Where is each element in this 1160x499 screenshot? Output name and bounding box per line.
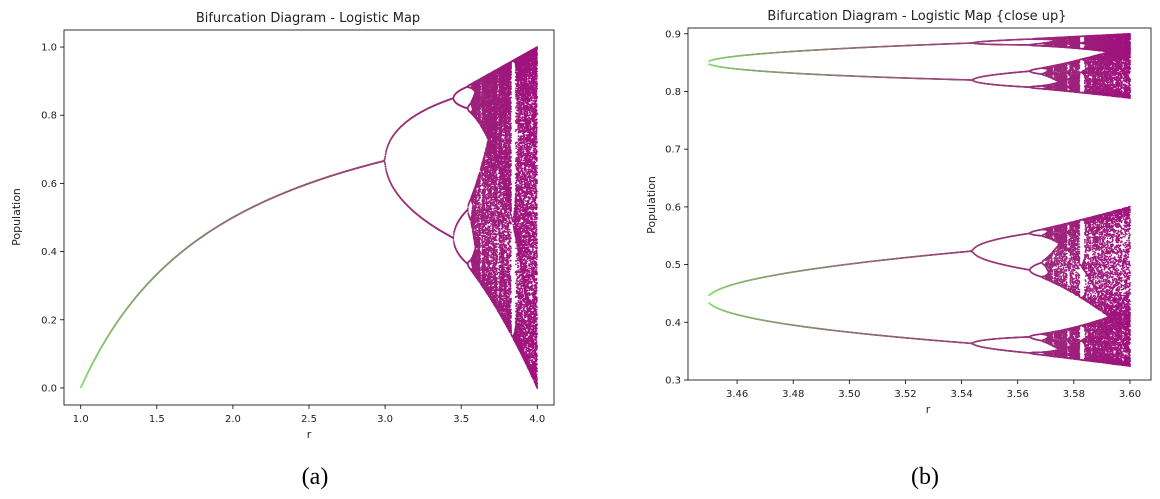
data-point xyxy=(479,255,481,257)
data-point xyxy=(479,120,482,123)
data-point xyxy=(383,158,386,161)
data-point xyxy=(475,190,478,193)
data-point xyxy=(479,91,482,94)
data-point xyxy=(479,261,482,264)
data-point xyxy=(384,157,386,160)
data-point xyxy=(483,246,486,249)
data-point xyxy=(452,236,455,238)
data-point xyxy=(479,279,482,282)
data-point xyxy=(479,203,482,206)
data-point xyxy=(479,171,481,174)
data-point xyxy=(483,232,485,235)
data-point xyxy=(479,89,482,91)
data-point xyxy=(483,198,486,201)
data-point xyxy=(479,95,482,98)
data-point xyxy=(475,196,478,199)
data-point xyxy=(479,173,482,176)
data-point xyxy=(479,108,482,110)
chart-a-plot xyxy=(63,29,555,406)
data-point xyxy=(479,180,482,182)
chart-a: Bifurcation Diagram - Logistic Map 1.0 1.… xyxy=(10,11,555,490)
data-point xyxy=(479,208,481,211)
data-point xyxy=(452,238,455,240)
data-point xyxy=(384,155,387,158)
chart-a-points xyxy=(79,46,539,389)
data-point xyxy=(478,220,480,223)
data-point xyxy=(384,153,387,156)
chart-a-title: Bifurcation Diagram - Logistic Map xyxy=(196,11,420,26)
data-point xyxy=(479,244,482,247)
data-point xyxy=(473,223,476,226)
data-point xyxy=(384,162,386,165)
data-point xyxy=(479,114,482,117)
data-point xyxy=(479,272,482,275)
data-point xyxy=(467,207,469,210)
data-point xyxy=(479,225,482,228)
data-point xyxy=(479,227,482,230)
data-point xyxy=(484,265,487,268)
data-point xyxy=(479,251,482,253)
data-point xyxy=(479,111,482,113)
data-point xyxy=(479,82,482,85)
data-point xyxy=(481,237,484,240)
data-point xyxy=(479,184,482,187)
data-point xyxy=(479,190,482,193)
data-point xyxy=(483,200,486,203)
data-point xyxy=(384,165,387,168)
data-point xyxy=(479,85,482,88)
data-point xyxy=(479,252,482,255)
data-point xyxy=(479,116,482,118)
data-point xyxy=(479,258,482,261)
data-point xyxy=(479,275,482,277)
data-point xyxy=(467,210,469,212)
data-point xyxy=(452,233,455,236)
data-point xyxy=(479,178,481,181)
data-point xyxy=(477,192,480,195)
data-point xyxy=(479,182,481,185)
data-point xyxy=(384,163,387,166)
data-point xyxy=(479,176,482,179)
data-point xyxy=(479,194,481,197)
data-point xyxy=(479,242,482,245)
data-point xyxy=(479,118,482,121)
data-point xyxy=(475,204,477,207)
data-point xyxy=(477,204,480,206)
data-point xyxy=(479,238,481,240)
data-point xyxy=(479,196,482,199)
data-point xyxy=(479,188,482,191)
data-point xyxy=(479,229,482,232)
data-point xyxy=(479,267,481,270)
data-point xyxy=(479,231,482,234)
data-point xyxy=(452,240,455,243)
data-point xyxy=(479,205,481,207)
data-point xyxy=(483,263,486,266)
data-point xyxy=(479,234,482,237)
data-point xyxy=(479,269,482,272)
data-point xyxy=(478,263,481,266)
